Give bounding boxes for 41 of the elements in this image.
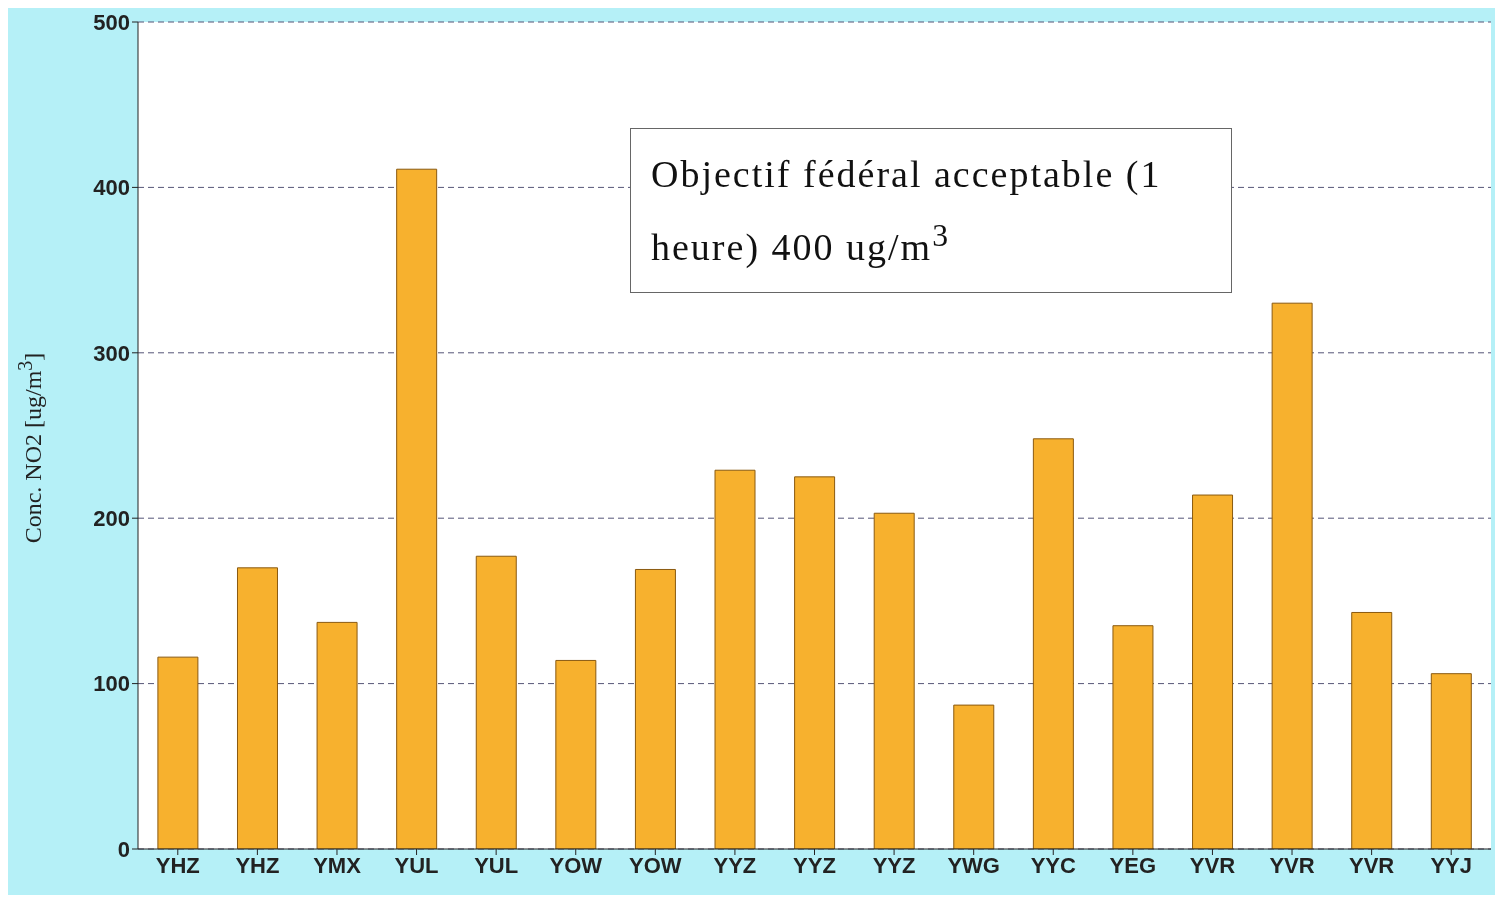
x-tick-label: YYZ xyxy=(713,852,757,878)
bar xyxy=(873,512,915,849)
bar xyxy=(714,469,756,849)
bar xyxy=(555,659,597,849)
bar xyxy=(316,621,358,849)
x-tick-label: YHZ xyxy=(155,852,200,878)
bar xyxy=(1351,611,1393,849)
y-tick-label: 400 xyxy=(93,175,130,201)
x-tick-label: YVR xyxy=(1269,852,1315,878)
x-tick-label: YYC xyxy=(1030,852,1076,878)
bar xyxy=(396,168,438,849)
bar xyxy=(634,568,676,849)
x-tick-label: YEG xyxy=(1109,852,1157,878)
bar xyxy=(475,555,517,849)
x-tick-label: YUL xyxy=(394,852,439,878)
x-tick-label: YYZ xyxy=(793,852,836,878)
bar xyxy=(236,567,278,849)
x-tick-label: YOW xyxy=(549,852,603,878)
bar xyxy=(1032,438,1074,849)
x-tick-label: YWG xyxy=(947,852,1000,878)
y-tick-label: 100 xyxy=(93,671,130,697)
x-tick-label: YMX xyxy=(313,852,362,878)
x-tick-label: YYJ xyxy=(1430,852,1472,878)
text-box: Objectif fédéral acceptable (1 heure) 400 ug/m$^{3}$ xyxy=(630,128,1232,293)
x-tick-label: YVR xyxy=(1348,852,1395,878)
x-tick-label: YHZ xyxy=(235,852,280,878)
y-tick-label: 300 xyxy=(93,340,130,366)
bar xyxy=(1112,625,1154,849)
bar xyxy=(953,704,995,849)
y-tick-label: 200 xyxy=(93,506,130,532)
x-tick-label: YVR xyxy=(1189,852,1236,878)
x-tick-label: YOW xyxy=(629,852,682,878)
bar xyxy=(1271,302,1313,849)
y-tick-label: 0 xyxy=(117,836,130,862)
x-tick-label: YYZ xyxy=(872,852,916,878)
bar xyxy=(1192,494,1234,849)
bar xyxy=(794,476,836,849)
y-tick-label: 500 xyxy=(93,9,130,35)
bar xyxy=(157,656,199,849)
bar xyxy=(1430,673,1472,849)
x-tick-label: YUL xyxy=(474,852,519,878)
